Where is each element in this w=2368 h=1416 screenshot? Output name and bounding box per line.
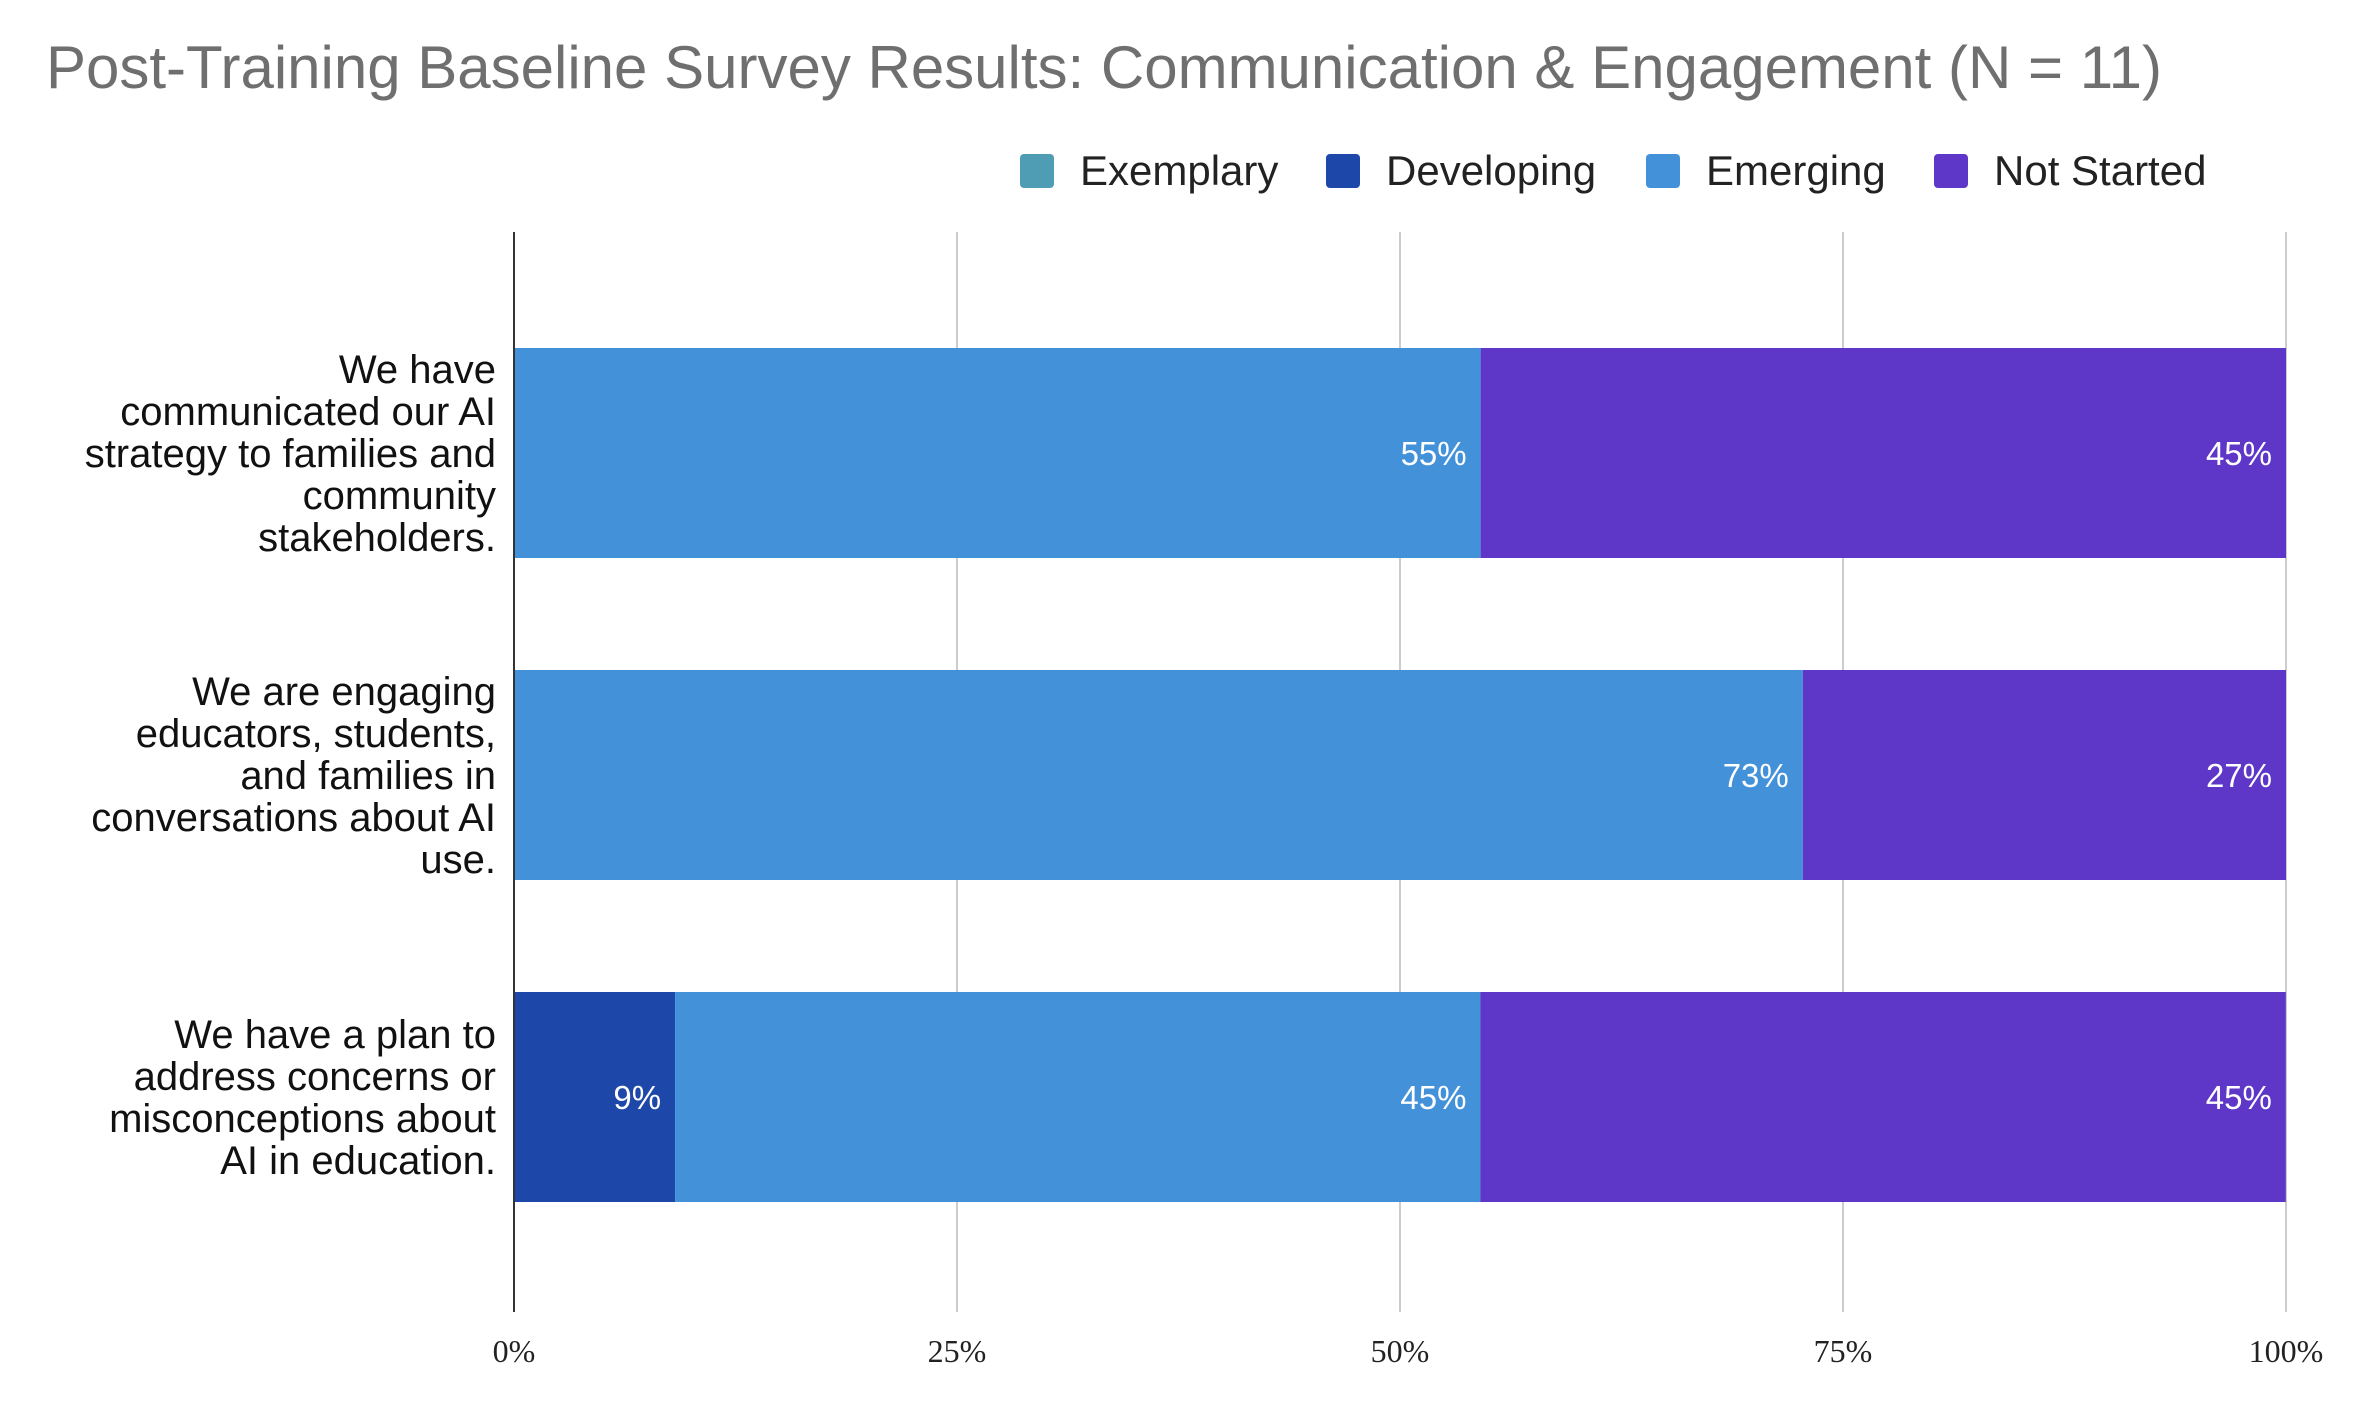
chart-title: Post-Training Baseline Survey Results: C…	[46, 34, 2162, 101]
x-tick-label: 25%	[928, 1333, 987, 1369]
category-label-line: AI in education.	[220, 1139, 496, 1183]
bar-segment-not-started	[1480, 992, 2286, 1202]
bars: 55% 45% 73% 27% 9% 45% 45%	[514, 348, 2286, 1202]
data-label: 27%	[2206, 757, 2272, 794]
category-label-line: stakeholders.	[258, 516, 496, 560]
data-label: 9%	[613, 1079, 661, 1116]
legend: Exemplary Developing Emerging Not Started	[1020, 147, 2206, 194]
legend-label: Emerging	[1706, 147, 1886, 194]
category-label: We have a plan to address concerns or misc…	[109, 1013, 496, 1183]
data-label: 45%	[2206, 1079, 2272, 1116]
x-tick-label: 50%	[1371, 1333, 1430, 1369]
category-label-line: address concerns or	[134, 1055, 496, 1099]
data-label: 55%	[1401, 435, 1467, 472]
category-label-line: community	[303, 474, 496, 518]
bar-segment-not-started	[1802, 670, 2286, 880]
bar-segment-emerging	[514, 348, 1481, 558]
x-tick-label: 100%	[2249, 1333, 2324, 1369]
legend-swatch-exemplary	[1020, 154, 1054, 188]
data-label: 45%	[2206, 435, 2272, 472]
category-label-line: and families in	[240, 754, 496, 798]
category-label: We are engaging educators, students, and f…	[91, 670, 496, 882]
x-tick-label: 75%	[1814, 1333, 1873, 1369]
bar-segment-developing	[514, 992, 676, 1202]
category-label: We have communicated our AI strategy to fa…	[85, 348, 496, 560]
category-label-line: communicated our AI	[120, 390, 496, 434]
legend-swatch-developing	[1326, 154, 1360, 188]
legend-label: Exemplary	[1080, 147, 1278, 194]
legend-label: Not Started	[1994, 147, 2206, 194]
category-label-line: educators, students,	[136, 712, 496, 756]
bar-segment-not-started	[1480, 348, 2286, 558]
category-label-line: conversations about AI	[91, 796, 496, 840]
x-tick-label: 0%	[493, 1333, 536, 1369]
category-label-line: We have a plan to	[174, 1013, 496, 1057]
axes: 0% 25% 50% 75% 100%	[493, 232, 2324, 1369]
category-label-line: strategy to families and	[85, 432, 496, 476]
category-label-line: We are engaging	[192, 670, 496, 714]
bar-segment-emerging	[514, 670, 1803, 880]
category-label-line: misconceptions about	[109, 1097, 496, 1141]
category-labels: We have communicated our AI strategy to fa…	[85, 348, 496, 1183]
legend-swatch-emerging	[1646, 154, 1680, 188]
legend-swatch-not-started	[1934, 154, 1968, 188]
bar-segment-emerging	[675, 992, 1481, 1202]
data-label: 45%	[1400, 1079, 1466, 1116]
legend-label: Developing	[1386, 147, 1596, 194]
category-label-line: We have	[339, 348, 496, 392]
category-label-line: use.	[420, 838, 496, 882]
data-label: 73%	[1723, 757, 1789, 794]
